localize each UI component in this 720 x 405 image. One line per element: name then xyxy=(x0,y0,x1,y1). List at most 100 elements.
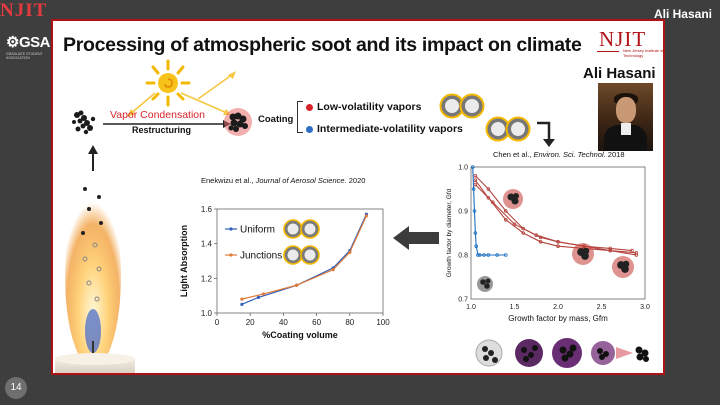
x-tick-label: 3.0 xyxy=(640,304,650,311)
intermediate-volatility-label: Intermediate-volatility vapors xyxy=(306,123,463,135)
growth-series-line xyxy=(474,179,637,254)
growth-data-point xyxy=(490,200,495,204)
particle-thumbnail-core xyxy=(485,278,491,284)
coating-label: Coating xyxy=(258,114,294,125)
growth-data-point xyxy=(477,253,482,257)
right-chart-citation: Chen et al., Environ. Sci. Technol. 2018 xyxy=(493,150,625,159)
presenter-name: Ali Hasani xyxy=(583,65,656,82)
growth-data-point xyxy=(512,222,517,226)
presenter-photo xyxy=(598,83,653,151)
njit-logo: NJIT xyxy=(599,27,647,51)
low-volatility-particles-icon xyxy=(439,93,485,119)
legend-marker xyxy=(229,227,233,231)
y-tick-label: 1.4 xyxy=(201,240,213,249)
njit-logo-subtitle: New Jersey Institute of Technology xyxy=(623,48,664,58)
left-chart-frame xyxy=(216,208,384,314)
slide-canvas: Processing of atmospheric soot and its i… xyxy=(51,19,665,375)
vapor-bracket xyxy=(297,101,303,133)
data-point-junctions xyxy=(331,268,335,272)
particle-thumbnail-core xyxy=(513,193,519,199)
data-point-junctions xyxy=(348,250,352,254)
legend-particle-core xyxy=(287,249,299,261)
series-line-junctions xyxy=(241,215,367,300)
growth-data-point xyxy=(608,246,613,251)
left-chart-citation: Enekwizu et al., Journal of Aerosol Scie… xyxy=(201,176,366,185)
growth-series-line xyxy=(474,175,637,256)
slide-title: Processing of atmospheric soot and its i… xyxy=(63,34,582,56)
growth-data-point xyxy=(470,165,475,169)
x-tick-label: 1.5 xyxy=(510,304,520,311)
growth-data-point xyxy=(495,253,499,257)
x-axis-label: Growth factor by mass, Gfm xyxy=(508,314,608,323)
x-tick-label: 100 xyxy=(376,318,390,327)
growth-data-point xyxy=(486,187,491,191)
legend-particle-core xyxy=(304,223,316,235)
growth-data-point xyxy=(482,253,486,257)
growth-data-point xyxy=(474,244,479,248)
y-tick-label: 0.9 xyxy=(458,209,468,216)
particle-thumbnail-core xyxy=(582,247,590,255)
slide-number-badge[interactable]: 14 xyxy=(5,377,27,399)
growth-data-point xyxy=(534,233,539,237)
growth-data-point xyxy=(486,253,491,257)
particle-thumbnail xyxy=(477,276,493,292)
x-axis-label: %Coating volume xyxy=(262,330,338,340)
vapor-condensation-label: Vapor Condensation xyxy=(110,109,205,121)
x-tick-label: 40 xyxy=(279,318,288,327)
growth-data-point xyxy=(473,173,478,178)
gsa-logo: ⚙GSA GRADUATE STUDENT ASSOCIATION xyxy=(6,33,50,60)
bent-arrow-icon xyxy=(537,121,555,147)
legend-label: Junctions xyxy=(240,251,282,262)
data-point-uniform xyxy=(240,302,244,306)
legend-label: Uniform xyxy=(240,225,275,236)
process-arrow-icon xyxy=(103,120,231,128)
x-tick-label: 2.0 xyxy=(553,304,563,311)
growth-factor-chart: 1.0 1.5 2.0 2.5 3.0 0.7 0.8 0.9 1.0 Growth factor… xyxy=(446,165,650,324)
growth-data-point xyxy=(608,248,613,253)
growth-data-point xyxy=(472,209,477,213)
njit-logo-bar xyxy=(597,51,619,52)
growth-data-point xyxy=(521,226,525,231)
y-axis-label: Light Absorption xyxy=(179,225,189,297)
particle-thumbnail-core xyxy=(484,283,490,289)
x-tick-label: 1.0 xyxy=(466,304,476,311)
y-tick-label: 1.2 xyxy=(201,274,213,283)
restructuring-particles-icon xyxy=(475,338,649,368)
y-tick-label: 1.6 xyxy=(201,205,213,214)
sun-icon xyxy=(127,59,236,117)
candle-flame-icon xyxy=(55,145,135,373)
growth-data-point xyxy=(634,251,639,255)
light-absorption-chart: 0 20 40 60 80 100 1.0 1.2 1.4 1.6 %Coating volume L… xyxy=(179,205,390,340)
njit-logo-top: NJIT xyxy=(0,0,48,21)
growth-data-point xyxy=(538,240,543,244)
x-tick-label: 60 xyxy=(312,318,321,327)
intermediate-volatility-particles-icon xyxy=(485,116,531,142)
data-point-uniform xyxy=(256,295,261,299)
growth-data-point xyxy=(634,253,639,257)
growth-data-point xyxy=(503,209,508,213)
restructuring-label: Restructuring xyxy=(132,125,192,135)
x-tick-label: 80 xyxy=(345,318,354,327)
y-tick-label: 0.8 xyxy=(458,253,468,260)
growth-data-point xyxy=(630,248,634,253)
x-tick-label: 2.5 xyxy=(597,304,607,311)
legend-particle-core xyxy=(287,223,299,235)
growth-data-point xyxy=(473,178,478,183)
growth-data-point xyxy=(476,253,480,257)
x-tick-label: 20 xyxy=(246,318,255,327)
growth-data-point xyxy=(503,217,508,222)
right-chart-frame xyxy=(470,166,646,300)
growth-series-line xyxy=(474,184,633,252)
growth-data-point xyxy=(471,187,476,191)
y-axis-label: Growth factor by diameter, Gfd xyxy=(446,188,453,277)
growth-data-point xyxy=(503,253,508,257)
legend-particle-core xyxy=(304,249,316,261)
left-arrow-icon xyxy=(393,226,439,250)
growth-data-point xyxy=(556,244,560,248)
particle-thumbnail-core xyxy=(511,197,519,205)
growth-data-point xyxy=(486,195,491,200)
particle-thumbnail-core xyxy=(622,260,630,268)
coated-particle-icon xyxy=(224,108,252,136)
gsa-logo-subtitle: GRADUATE STUDENT ASSOCIATION xyxy=(6,52,43,60)
y-tick-label: 0.7 xyxy=(458,297,468,304)
